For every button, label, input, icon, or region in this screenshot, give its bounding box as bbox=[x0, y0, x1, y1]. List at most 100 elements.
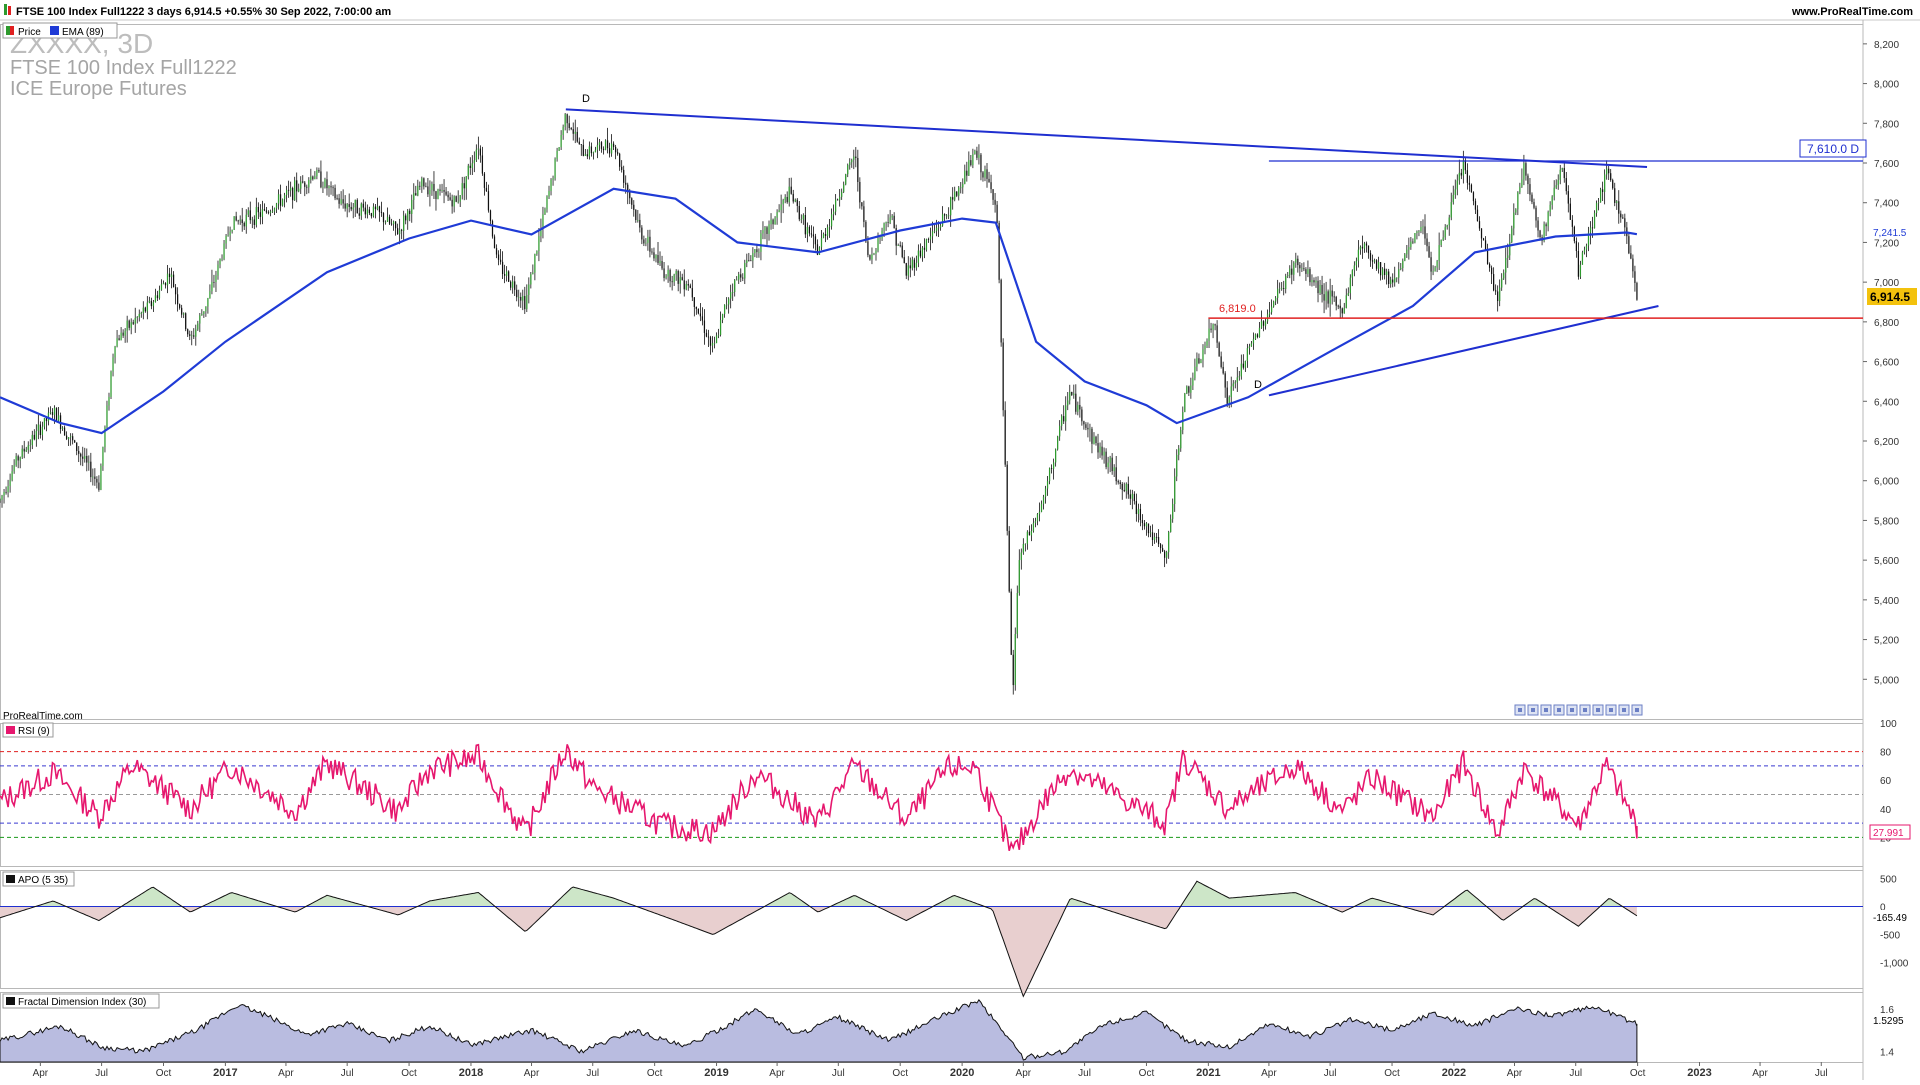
candle-body bbox=[417, 185, 419, 196]
candle-body bbox=[1604, 174, 1606, 192]
candle-body bbox=[1275, 297, 1277, 302]
candle-body bbox=[556, 150, 558, 159]
candle-body bbox=[800, 219, 802, 221]
candle-body bbox=[1517, 192, 1519, 210]
candle-body bbox=[1103, 451, 1105, 456]
candle-body bbox=[1470, 184, 1473, 193]
candle-body bbox=[617, 152, 619, 154]
candle-body bbox=[148, 300, 150, 303]
candles bbox=[0, 113, 1638, 695]
candle-body bbox=[407, 210, 409, 221]
candle-body bbox=[499, 259, 502, 262]
candle-body bbox=[1135, 501, 1137, 515]
candle-body bbox=[1527, 175, 1529, 185]
candle-body bbox=[873, 253, 875, 255]
time-tick-label: Apr bbox=[1016, 1068, 1032, 1079]
candle-body bbox=[479, 148, 482, 156]
candle-body bbox=[570, 128, 572, 130]
candle-body bbox=[328, 186, 330, 189]
apo-legend[interactable]: APO (5 35) bbox=[2, 871, 75, 887]
candle-body bbox=[100, 465, 102, 490]
candle-body bbox=[251, 219, 253, 221]
candle-body bbox=[905, 263, 907, 276]
candle-body bbox=[1515, 209, 1517, 213]
candle-body bbox=[976, 150, 978, 158]
candle-body bbox=[750, 260, 752, 262]
candle-body bbox=[772, 219, 774, 225]
price-tick-label: 8,000 bbox=[1874, 80, 1899, 91]
candle-body bbox=[1281, 288, 1283, 289]
candle-body bbox=[1478, 221, 1481, 229]
candle-body bbox=[1353, 265, 1355, 271]
candle-body bbox=[877, 238, 879, 251]
candle-body bbox=[913, 259, 915, 268]
candle-body bbox=[1543, 224, 1545, 241]
drawing-toolbar[interactable] bbox=[1514, 704, 1643, 716]
fdi-tick-label: 1.6 bbox=[1880, 1005, 1894, 1016]
toolbar-tool-icon[interactable] bbox=[1592, 704, 1604, 716]
time-tick-label: Apr bbox=[1752, 1068, 1768, 1079]
candle-body bbox=[1099, 446, 1101, 453]
candle-body bbox=[1519, 186, 1521, 193]
candle-body bbox=[1416, 231, 1418, 234]
candle-body bbox=[185, 313, 187, 330]
toolbar-tool-icon[interactable] bbox=[1631, 704, 1643, 716]
candle-body bbox=[1176, 454, 1178, 477]
candle-body bbox=[1170, 518, 1172, 532]
candle-body bbox=[867, 241, 869, 256]
candle-body bbox=[1599, 189, 1602, 203]
candle-body bbox=[1622, 217, 1624, 219]
candle-body bbox=[152, 302, 155, 307]
candle-body bbox=[1464, 160, 1466, 171]
candle-body bbox=[1248, 346, 1251, 349]
candle-body bbox=[770, 219, 772, 225]
apo-legend-text: APO (5 35) bbox=[18, 875, 68, 886]
candle-body bbox=[939, 225, 942, 228]
candle-body bbox=[1569, 203, 1571, 220]
candle-body bbox=[1410, 241, 1412, 248]
toolbar-tool-icon[interactable] bbox=[1514, 704, 1526, 716]
candle-body bbox=[82, 456, 84, 459]
toolbar-tool-icon[interactable] bbox=[1605, 704, 1617, 716]
candle-body bbox=[247, 210, 249, 215]
candle-body bbox=[27, 445, 29, 450]
candle-body bbox=[1333, 296, 1335, 298]
candle-body bbox=[1448, 217, 1450, 226]
price-axis: 5,000 5,200 5,400 5,600 5,800 6,000 6,200 6,400… bbox=[1863, 40, 1899, 686]
toolbar-tool-icon[interactable] bbox=[1553, 704, 1565, 716]
candle-body bbox=[225, 235, 227, 244]
toolbar-tool-glyph bbox=[1544, 708, 1548, 712]
candle-body bbox=[798, 205, 800, 220]
candle-body bbox=[322, 186, 324, 188]
candle-body bbox=[427, 186, 429, 195]
toolbar-tool-icon[interactable] bbox=[1527, 704, 1539, 716]
candle-body bbox=[96, 478, 98, 483]
candle-body bbox=[978, 154, 980, 158]
price-legend[interactable]: Price EMA (89) bbox=[2, 22, 118, 39]
toolbar-tool-icon[interactable] bbox=[1540, 704, 1552, 716]
toolbar-tool-icon[interactable] bbox=[1566, 704, 1578, 716]
candle-body bbox=[578, 141, 580, 145]
header-site[interactable]: www.ProRealTime.com bbox=[1791, 6, 1913, 18]
level-tag[interactable]: 7,610.0 D bbox=[1799, 139, 1867, 158]
watermark-exchange: ICE Europe Futures bbox=[10, 78, 187, 100]
toolbar-tool-icon[interactable] bbox=[1579, 704, 1591, 716]
candle-body bbox=[1559, 169, 1561, 180]
candle-body bbox=[160, 284, 163, 290]
rsi-legend[interactable]: RSI (9) bbox=[2, 722, 54, 738]
candle-body bbox=[364, 207, 366, 215]
candle-body bbox=[435, 191, 437, 200]
fdi-legend[interactable]: Fractal Dimension Index (30) bbox=[2, 993, 160, 1009]
time-tick-label: Oct bbox=[1384, 1068, 1400, 1079]
candle-body bbox=[1262, 321, 1265, 326]
candle-body bbox=[1480, 228, 1483, 239]
candle-body bbox=[600, 142, 603, 149]
candle-body bbox=[1075, 393, 1077, 412]
candle-body bbox=[1052, 462, 1055, 469]
candle-body bbox=[1008, 530, 1010, 592]
toolbar-tool-icon[interactable] bbox=[1618, 704, 1630, 716]
candle-body bbox=[316, 169, 318, 177]
candle-body bbox=[1127, 483, 1129, 495]
candle-body bbox=[1379, 262, 1382, 276]
toolbar-tool-glyph bbox=[1609, 708, 1613, 712]
